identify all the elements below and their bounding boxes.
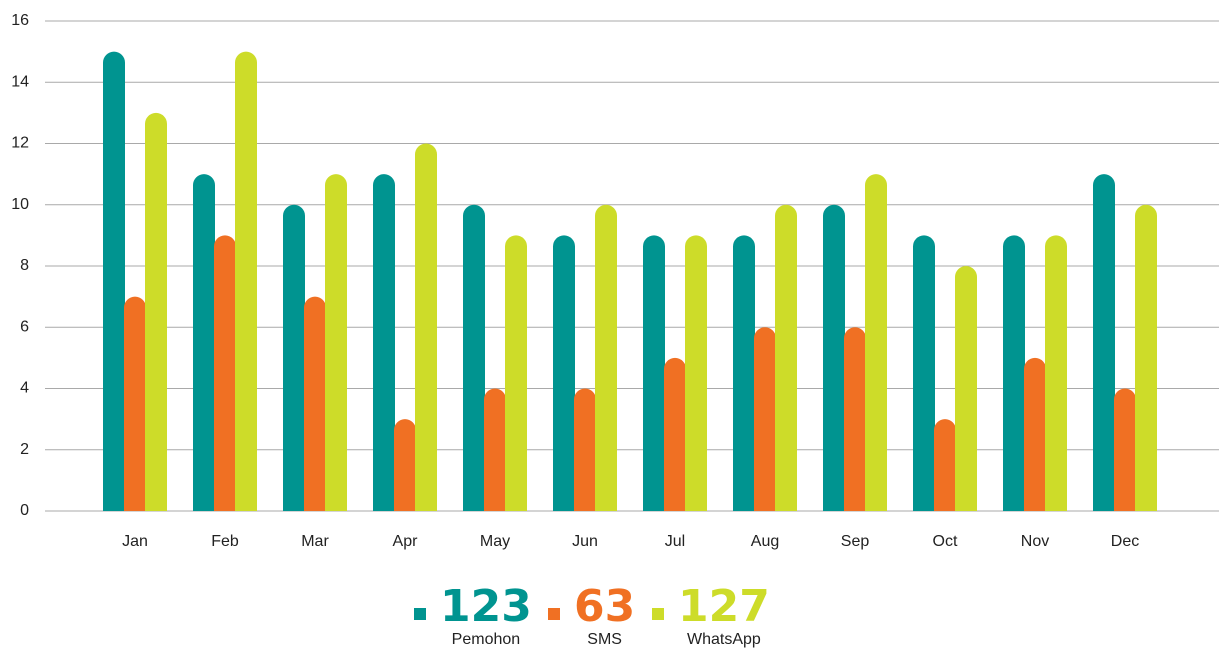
x-tick-label: Oct (933, 533, 958, 550)
legend-label: SMS (587, 631, 622, 648)
y-tick-label: 10 (11, 196, 29, 213)
x-tick-label: Aug (751, 533, 779, 550)
legend-total: 123 (440, 581, 532, 632)
legend-swatch (548, 608, 560, 620)
bar (193, 174, 215, 511)
chart: 0 2 4 6 8 10 12 14 16 Jan Feb Mar Apr May Jun Jul Aug Sep… (0, 0, 1219, 650)
legend-swatch (652, 608, 664, 620)
x-tick-label: Jun (572, 533, 598, 550)
bar (463, 205, 485, 511)
bar (145, 113, 167, 511)
bar (1114, 389, 1136, 511)
bar (733, 235, 755, 511)
y-tick-label: 6 (20, 318, 29, 335)
bar (484, 389, 506, 511)
bar (865, 174, 887, 511)
y-tick-label: 14 (11, 73, 29, 90)
x-tick-label: May (480, 533, 510, 550)
legend-total: 127 (678, 581, 770, 632)
y-tick-label: 4 (20, 380, 29, 397)
bar (103, 52, 125, 511)
bar (235, 52, 257, 511)
x-tick-label: Dec (1111, 533, 1139, 550)
bar (1003, 235, 1025, 511)
bar (844, 327, 866, 511)
bar (1024, 358, 1046, 511)
bar (643, 235, 665, 511)
bar (1093, 174, 1115, 511)
bar (124, 297, 146, 511)
legend-swatch (414, 608, 426, 620)
bar (955, 266, 977, 511)
bar (595, 205, 617, 511)
bar (823, 205, 845, 511)
y-tick-label: 8 (20, 257, 29, 274)
bar (505, 235, 527, 511)
legend-total: 63 (574, 581, 635, 632)
x-tick-label: Sep (841, 533, 870, 550)
x-tick-label: Jan (122, 533, 148, 550)
x-tick-label: Nov (1021, 533, 1049, 550)
x-tick-label: Mar (301, 533, 329, 550)
y-tick-label: 12 (11, 135, 29, 152)
x-tick-label: Feb (211, 533, 239, 550)
bar (553, 235, 575, 511)
legend-label: WhatsApp (687, 631, 761, 648)
x-tick-label: Apr (393, 533, 419, 550)
bar (214, 235, 236, 511)
bar (574, 389, 596, 511)
y-tick-label: 2 (20, 441, 29, 458)
bar (913, 235, 935, 511)
y-tick-label: 0 (20, 502, 29, 519)
bar (775, 205, 797, 511)
bar (373, 174, 395, 511)
bar (1045, 235, 1067, 511)
bar (664, 358, 686, 511)
legend-label: Pemohon (452, 631, 521, 648)
bar (394, 419, 416, 511)
bar (685, 235, 707, 511)
bar (934, 419, 956, 511)
bar (325, 174, 347, 511)
bar (754, 327, 776, 511)
x-tick-label: Jul (665, 533, 685, 550)
bar (415, 144, 437, 512)
bar (1135, 205, 1157, 511)
bar (283, 205, 305, 511)
bar (304, 297, 326, 511)
y-tick-label: 16 (11, 12, 29, 29)
